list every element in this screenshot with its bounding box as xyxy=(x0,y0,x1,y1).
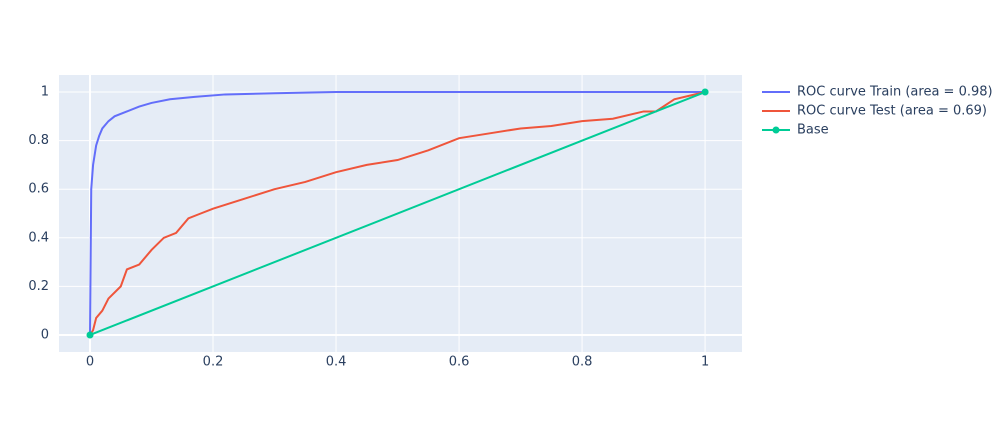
x-tick-label: 0 xyxy=(86,355,94,370)
y-tick-label: 1 xyxy=(41,85,49,100)
x-tick-label: 1 xyxy=(701,355,709,370)
x-tick-label: 0.6 xyxy=(449,355,470,370)
x-tick-label: 0.8 xyxy=(572,355,593,370)
legend-marker xyxy=(772,126,780,134)
point xyxy=(701,88,709,96)
roc-line xyxy=(89,91,706,335)
x-tick-label: 0.2 xyxy=(203,355,224,370)
y-tick-label: 0 xyxy=(41,327,49,342)
y-tick-label: 0.8 xyxy=(28,133,49,148)
legend-label[interactable]: ROC curve Train (area = 0.98) xyxy=(797,85,993,100)
roc-line xyxy=(89,91,706,336)
legend-label[interactable]: Base xyxy=(797,123,829,138)
x-tick-label: 0.4 xyxy=(326,355,347,370)
y-tick-label: 0.6 xyxy=(28,182,49,197)
roc-line xyxy=(89,91,706,336)
y-tick-label: 0.2 xyxy=(28,279,49,294)
y-tick-label: 0.4 xyxy=(28,230,49,245)
legend-label[interactable]: ROC curve Test (area = 0.69) xyxy=(797,104,987,119)
point xyxy=(86,331,94,339)
plot-area xyxy=(59,75,742,352)
